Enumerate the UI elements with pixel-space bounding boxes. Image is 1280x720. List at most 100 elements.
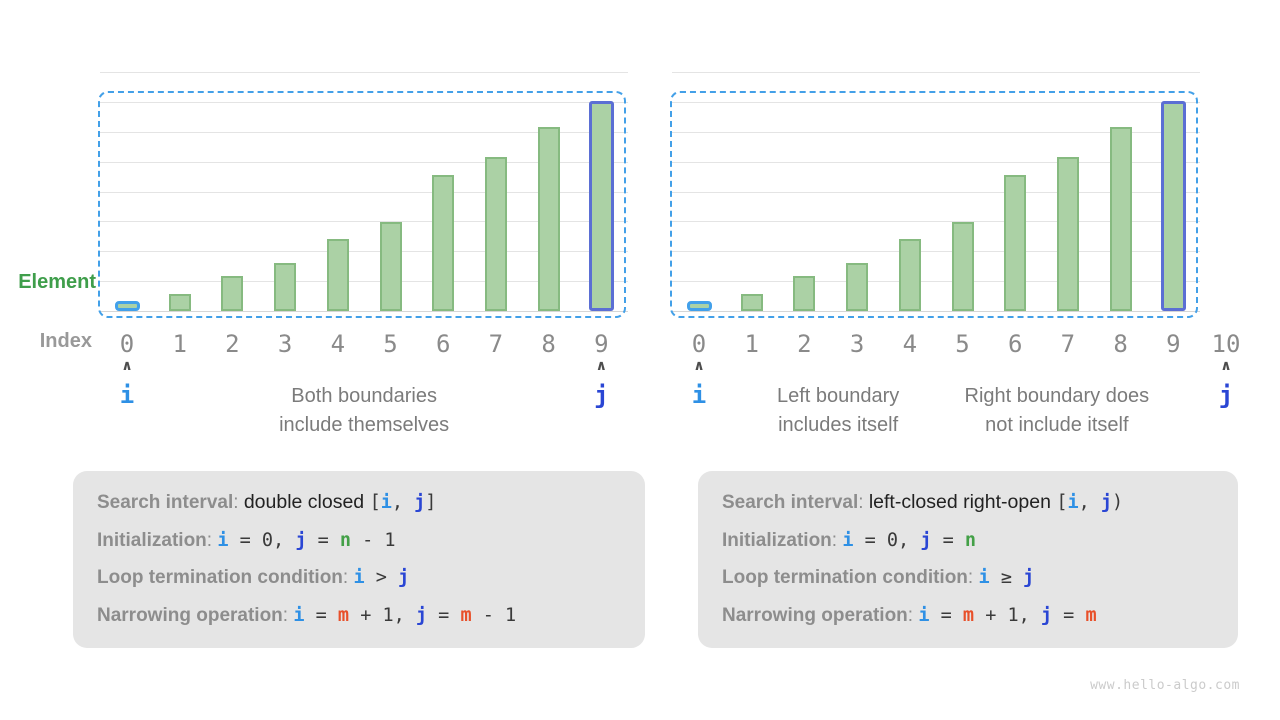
watermark-text: www.hello-algo.com [1090,678,1240,693]
chart-caption-1-1: Right boundary does not include itself [964,385,1150,436]
index-tick-10: 10 [1211,330,1241,358]
text-segment-label: Search interval [722,492,859,513]
text-segment-label: Loop termination condition [97,567,343,589]
bar-index-9-j-highlight [1160,101,1186,311]
bar-index-4 [898,239,921,311]
infobox-line-3: Narrowing operation: i = m + 1, j = m [722,598,1238,636]
text-segment-m: m [1085,604,1097,626]
infobox-left-closed-right-open-rules: Search interval: left-closed right-open … [698,471,1238,648]
infobox-line-2: Loop termination condition: i ≥ j [722,560,1238,598]
text-segment-i: i [217,529,229,551]
element-axis-label: Element [18,271,96,293]
text-segment-n: n [964,529,977,551]
text-segment-plain: double closed [243,491,370,513]
gridline [100,131,628,133]
chart-caption-0-0: Both boundaries include themselves [279,385,450,436]
text-segment-code: - 1 [351,529,396,551]
gridline [100,281,628,283]
index-tick-6: 6 [435,330,451,358]
gridline [100,72,628,73]
pointer-label-j: j [594,381,609,409]
up-caret-icon-i: ∧ [121,358,133,374]
text-segment-colon: : [233,492,244,513]
pointer-label-j: j [1218,381,1234,409]
infobox-line-0: Search interval: left-closed right-open … [722,484,1238,523]
index-tick-7: 7 [488,330,504,358]
index-tick-8: 8 [541,330,556,358]
gridline [672,72,1200,73]
bar-index-3 [846,263,869,311]
bar-index-6 [1004,175,1027,311]
text-segment-code: = [306,529,340,551]
index-tick-9: 9 [1166,330,1181,358]
text-segment-code: + 1, [349,604,416,626]
index-axis-label: Index [39,330,92,352]
bar-index-9-j-highlight [588,101,614,311]
bar-index-5 [951,222,974,311]
infobox-line-1: Initialization: i = 0, j = n [722,523,1238,561]
text-segment-label: Narrowing operation [722,604,908,626]
text-segment-code: = [427,604,461,626]
gridline [100,191,628,193]
index-tick-4: 4 [330,330,346,358]
index-tick-8: 8 [1113,330,1128,358]
index-tick-5: 5 [383,330,398,358]
text-segment-code: = [929,604,963,626]
bar-index-0-i-highlight [686,301,712,311]
infobox-line-0: Search interval: double closed [i, j] [97,484,645,523]
text-segment-code: = 0, [228,529,296,551]
index-tick-3: 3 [277,330,293,358]
text-segment-code: , [391,492,415,513]
bar-index-7 [484,157,507,311]
text-segment-j: j [1040,604,1053,626]
text-segment-label: Initialization [722,529,832,551]
search-interval-dashed-box [98,91,626,318]
text-segment-i: i [978,567,990,589]
up-caret-icon-j: ∧ [595,358,607,374]
gridline [100,311,628,312]
bar-index-1 [168,294,191,311]
index-tick-5: 5 [955,330,970,358]
index-tick-6: 6 [1007,330,1023,358]
infobox-double-closed-rules: Search interval: double closed [i, j] Ini… [73,471,645,648]
index-tick-1: 1 [744,330,759,358]
index-tick-0: 0 [119,330,135,358]
text-segment-code: = 0, [853,529,921,551]
text-segment-label: Initialization [97,529,207,551]
text-segment-colon: : [206,529,218,551]
index-tick-1: 1 [172,330,187,358]
gridline [672,161,1200,163]
chart-caption-1-0: Left boundary includes itself [776,385,900,436]
search-interval-dashed-box [670,91,1198,318]
text-segment-label: Loop termination condition [722,567,968,589]
text-segment-colon: : [967,567,979,589]
up-caret-icon-j: ∧ [1220,358,1232,374]
bar-index-7 [1056,157,1079,311]
text-segment-code: = [1052,604,1086,626]
bar-index-6 [432,175,455,311]
text-segment-i: i [293,604,305,626]
bar-index-5 [379,222,402,311]
text-segment-j: j [415,604,428,626]
index-tick-0: 0 [691,330,707,358]
text-segment-code: + 1, [974,604,1041,626]
text-segment-m: m [337,604,350,626]
index-tick-3: 3 [849,330,865,358]
index-tick-2: 2 [225,330,240,358]
index-tick-2: 2 [797,330,812,358]
bar-index-3 [274,263,297,311]
text-segment-colon: : [858,492,869,513]
text-segment-j: j [295,529,307,551]
text-segment-m: m [962,604,975,626]
text-segment-code: [ [369,492,381,513]
text-segment-code: , [1078,492,1101,513]
gridline [672,281,1200,283]
text-segment-code: ] [425,492,437,513]
bar-index-8 [1109,127,1132,311]
bar-index-2 [221,276,244,311]
text-segment-colon: : [831,529,843,551]
gridline [672,191,1200,193]
infobox-line-2: Loop termination condition: i > j [97,560,645,598]
pointer-label-i: i [119,381,135,409]
